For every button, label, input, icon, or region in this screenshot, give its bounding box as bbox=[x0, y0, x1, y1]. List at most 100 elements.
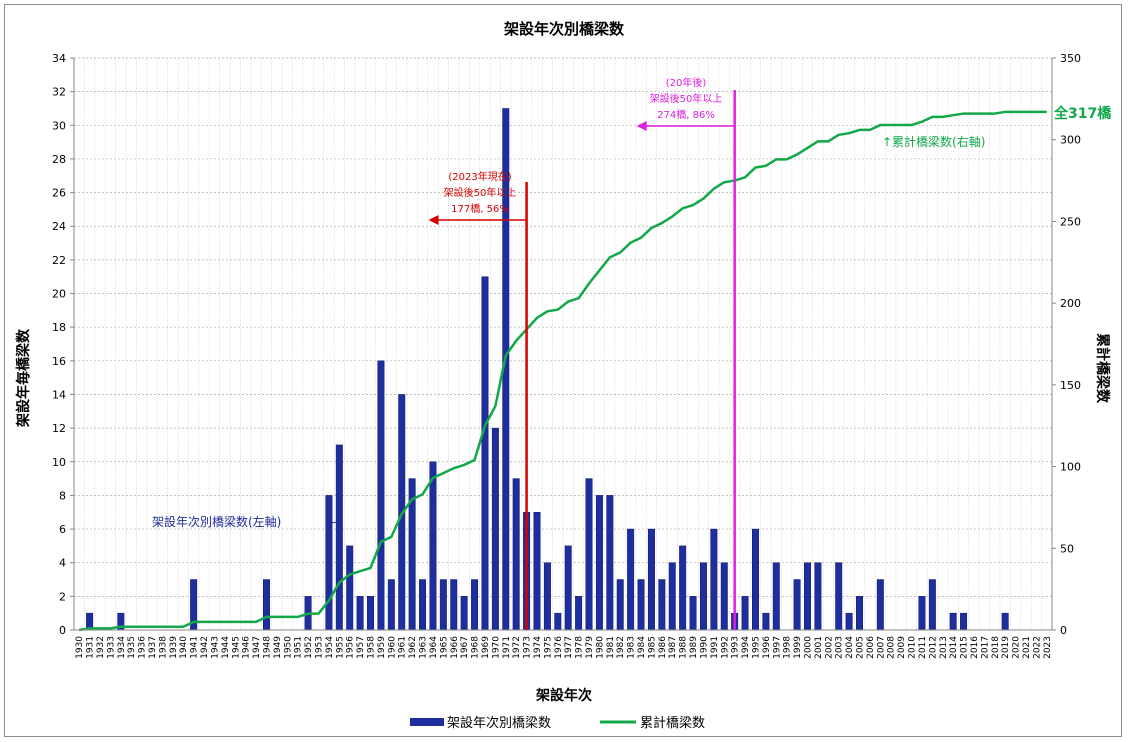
x-tick-label: 1979 bbox=[585, 636, 595, 659]
x-tick-label: 2020 bbox=[1012, 636, 1022, 659]
x-tick-label: 1935 bbox=[127, 636, 137, 659]
x-tick-label: 1970 bbox=[491, 636, 501, 659]
x-tick-label: 2008 bbox=[887, 636, 897, 659]
bar bbox=[752, 528, 759, 631]
right-tick-label: 150 bbox=[1060, 379, 1081, 392]
cutoff-future-annotation: (20年後) 架設後50年以上 274橋, 86% bbox=[636, 76, 736, 630]
left-tick-label: 2 bbox=[59, 590, 66, 603]
x-tick-label: 1972 bbox=[512, 636, 522, 659]
x-tick-label: 1992 bbox=[720, 636, 730, 659]
x-tick-label: 1933 bbox=[106, 636, 116, 659]
cutoff-future-arrowhead bbox=[636, 121, 647, 131]
left-tick-label: 22 bbox=[52, 254, 66, 267]
x-tick-label: 1942 bbox=[200, 636, 210, 659]
bar bbox=[845, 612, 853, 631]
x-tick-label: 1985 bbox=[647, 636, 657, 659]
bar bbox=[575, 596, 583, 631]
grid-lines bbox=[73, 57, 1053, 631]
x-tick-label: 2001 bbox=[814, 636, 824, 659]
x-tick-label: 1990 bbox=[699, 636, 709, 659]
legend-bar-swatch bbox=[410, 718, 444, 726]
bar bbox=[793, 579, 801, 631]
x-tick-label: 2011 bbox=[918, 636, 928, 659]
x-tick-label: 1993 bbox=[731, 636, 741, 659]
x-tick-label: 1954 bbox=[325, 636, 335, 659]
cutoff-2023-arrowhead bbox=[428, 215, 439, 225]
left-tick-label: 0 bbox=[59, 624, 66, 637]
bar bbox=[595, 495, 603, 631]
bar bbox=[627, 528, 635, 631]
x-tick-label: 1973 bbox=[523, 636, 533, 659]
left-tick-label: 16 bbox=[52, 355, 66, 368]
bar bbox=[835, 562, 843, 631]
x-tick-label: 1943 bbox=[210, 636, 220, 659]
x-tick-label: 1945 bbox=[231, 636, 241, 659]
x-tick-label: 1931 bbox=[86, 636, 96, 659]
bar bbox=[419, 579, 427, 631]
left-tick-label: 34 bbox=[52, 52, 66, 65]
x-tick-label: 1950 bbox=[283, 636, 293, 659]
bar bbox=[606, 495, 614, 631]
x-tick-label: 1984 bbox=[637, 636, 647, 659]
bar bbox=[346, 545, 354, 631]
x-tick-label: 2014 bbox=[949, 636, 959, 659]
bar bbox=[616, 579, 624, 631]
x-tick-label: 1963 bbox=[419, 636, 429, 659]
x-tick-label: 2006 bbox=[866, 636, 876, 659]
cutoff-2023-label-2: 架設後50年以上 bbox=[444, 186, 517, 199]
bar bbox=[876, 579, 884, 631]
bar bbox=[762, 612, 770, 631]
x-tick-label: 1946 bbox=[242, 636, 252, 659]
x-tick-label: 1980 bbox=[595, 636, 605, 659]
bar bbox=[367, 596, 374, 631]
x-tick-label: 2004 bbox=[845, 636, 855, 659]
bar bbox=[949, 612, 957, 631]
bar bbox=[585, 478, 593, 631]
bar bbox=[543, 562, 551, 631]
right-tick-label: 250 bbox=[1060, 215, 1081, 228]
x-tick-label: 1965 bbox=[439, 636, 449, 659]
left-tick-label: 32 bbox=[52, 86, 66, 99]
x-tick-label: 1989 bbox=[689, 636, 699, 659]
bar bbox=[356, 596, 364, 631]
cutoff-future-label-1: (20年後) bbox=[666, 76, 707, 89]
x-tick-label: 1952 bbox=[304, 636, 314, 659]
x-tick-label: 1934 bbox=[117, 636, 127, 659]
bar bbox=[263, 579, 270, 631]
bar bbox=[720, 562, 728, 631]
left-tick-label: 8 bbox=[59, 489, 66, 502]
x-tick-label: 1988 bbox=[679, 636, 689, 659]
left-tick-label: 26 bbox=[52, 187, 66, 200]
x-tick-label: 2018 bbox=[991, 636, 1001, 659]
x-tick-label: 2009 bbox=[897, 636, 907, 659]
x-tick-label: 1960 bbox=[387, 636, 397, 659]
x-tick-label: 2007 bbox=[876, 636, 886, 659]
bar bbox=[512, 478, 520, 631]
left-tick-label: 28 bbox=[52, 153, 66, 166]
x-tick-label: 2002 bbox=[824, 636, 834, 659]
right-tick-label: 50 bbox=[1060, 542, 1074, 555]
bar bbox=[377, 360, 385, 631]
x-tick-label: 1982 bbox=[616, 636, 626, 659]
bar bbox=[658, 579, 666, 631]
bar bbox=[772, 562, 780, 631]
bar bbox=[429, 461, 437, 631]
bar-series-pointer-icon: → bbox=[330, 516, 339, 529]
bar bbox=[1001, 612, 1009, 631]
x-tick-label: 1997 bbox=[772, 636, 782, 659]
x-tick-label: 2023 bbox=[1043, 636, 1053, 659]
x-tick-label: 1975 bbox=[543, 636, 553, 659]
x-tick-label: 1967 bbox=[460, 636, 470, 659]
bar-series bbox=[86, 108, 1009, 631]
x-tick-label: 1977 bbox=[564, 636, 574, 659]
bar bbox=[960, 612, 968, 631]
left-tick-label: 24 bbox=[52, 220, 66, 233]
x-tick-label: 1974 bbox=[533, 636, 543, 659]
x-tick-label: 1936 bbox=[138, 636, 148, 659]
right-tick-label: 100 bbox=[1060, 461, 1081, 474]
legend-line-label: 累計橋梁数 bbox=[640, 715, 705, 731]
x-tick-label: 2005 bbox=[856, 636, 866, 659]
bar bbox=[741, 596, 749, 631]
